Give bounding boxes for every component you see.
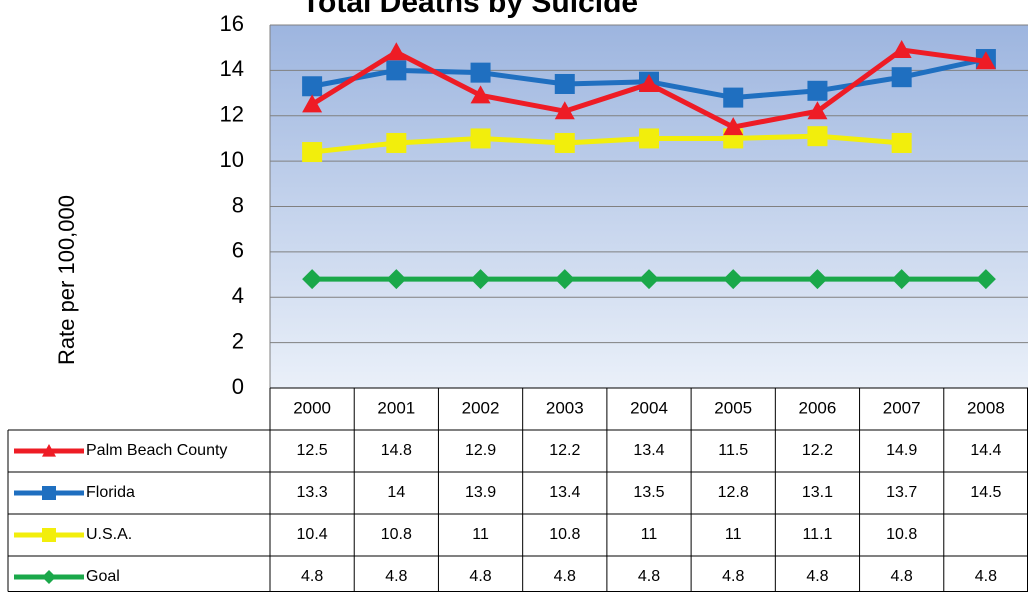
table-value: 11.5 <box>718 442 748 459</box>
marker <box>807 269 828 290</box>
table-value: 10.8 <box>886 526 917 543</box>
x-tick-label: 2001 <box>377 398 415 417</box>
table-value: 14.8 <box>381 442 412 459</box>
series-line <box>311 133 902 155</box>
x-tick-label: 2005 <box>714 398 752 417</box>
y-tick-label: 2 <box>232 328 244 353</box>
marker <box>470 85 491 104</box>
marker <box>554 101 575 120</box>
table-value: 12.8 <box>718 484 749 501</box>
table-value: 11 <box>472 526 489 543</box>
legend-label: Goal <box>86 568 120 585</box>
table-value: 13.9 <box>465 484 496 501</box>
marker <box>639 73 659 92</box>
marker <box>470 128 491 149</box>
marker <box>723 269 744 290</box>
marker <box>723 117 744 136</box>
table-value: 12.9 <box>465 442 496 459</box>
marker <box>302 94 323 113</box>
table-value: 11 <box>641 526 658 543</box>
table-value: 11.1 <box>802 526 832 543</box>
marker <box>386 269 407 290</box>
table-value: 13.3 <box>297 484 328 501</box>
table-value: 4.8 <box>469 568 491 585</box>
y-tick-label: 8 <box>232 192 244 217</box>
marker <box>807 101 828 120</box>
marker <box>554 269 575 290</box>
marker <box>302 142 323 163</box>
marker <box>42 486 56 500</box>
y-tick-label: 14 <box>220 56 244 81</box>
marker <box>386 132 407 153</box>
table-value: 10.8 <box>549 526 580 543</box>
x-tick-label: 2000 <box>293 398 331 417</box>
y-tick-label: 16 <box>220 11 244 36</box>
table-value: 13.1 <box>802 484 833 501</box>
table-value: 10.4 <box>297 526 328 543</box>
marker <box>554 73 575 94</box>
x-tick-label: 2006 <box>799 398 837 417</box>
marker <box>302 269 323 290</box>
table-value: 13.4 <box>633 442 664 459</box>
marker <box>807 80 828 101</box>
table-value: 4.8 <box>301 568 323 585</box>
x-tick-label: 2004 <box>630 398 668 417</box>
table-value: 4.8 <box>722 568 744 585</box>
table-value: 12.2 <box>549 442 580 459</box>
table-value: 4.8 <box>891 568 913 585</box>
marker <box>302 76 323 97</box>
table-value: 4.8 <box>385 568 407 585</box>
table-value: 4.8 <box>638 568 660 585</box>
marker <box>639 128 659 149</box>
marker <box>42 528 56 542</box>
marker <box>891 269 912 290</box>
table-value: 10.8 <box>381 526 412 543</box>
legend-label: U.S.A. <box>86 526 132 543</box>
table-value: 11 <box>725 526 742 543</box>
marker <box>42 444 56 457</box>
marker <box>891 39 912 58</box>
marker <box>975 51 996 70</box>
table-value: 4.8 <box>806 568 828 585</box>
marker <box>891 132 912 153</box>
y-axis-label: Rate per 100,000 <box>54 195 79 365</box>
marker <box>639 269 659 290</box>
marker <box>723 87 744 108</box>
marker <box>470 269 491 290</box>
x-tick-label: 2007 <box>883 398 921 417</box>
marker <box>470 62 491 83</box>
marker <box>554 132 575 153</box>
table-value: 14.5 <box>970 484 1001 501</box>
legend-label: Palm Beach County <box>86 442 227 459</box>
marker <box>891 67 912 88</box>
table-value: 4.8 <box>975 568 997 585</box>
table-value: 14.9 <box>886 442 917 459</box>
marker <box>807 126 828 147</box>
table-value: 12.5 <box>297 442 328 459</box>
table-value: 14 <box>387 484 405 501</box>
table-value: 4.8 <box>554 568 576 585</box>
y-tick-label: 4 <box>232 283 244 308</box>
y-tick-label: 6 <box>232 238 244 263</box>
table-value: 14.4 <box>970 442 1001 459</box>
x-tick-label: 2003 <box>546 398 584 417</box>
table-value: 13.5 <box>633 484 664 501</box>
y-tick-label: 10 <box>220 147 244 172</box>
y-tick-label: 0 <box>232 374 244 399</box>
x-tick-label: 2008 <box>967 398 1005 417</box>
y-tick-label: 12 <box>220 102 244 127</box>
marker <box>975 269 996 290</box>
marker <box>386 60 407 81</box>
table-value: 12.2 <box>802 442 833 459</box>
marker <box>42 570 56 584</box>
chart-title: Total Deaths by Suicide <box>302 0 638 19</box>
x-tick-label: 2002 <box>462 398 500 417</box>
table-value: 13.4 <box>549 484 580 501</box>
legend-label: Florida <box>86 484 135 501</box>
table-value: 13.7 <box>886 484 917 501</box>
marker <box>386 42 407 61</box>
